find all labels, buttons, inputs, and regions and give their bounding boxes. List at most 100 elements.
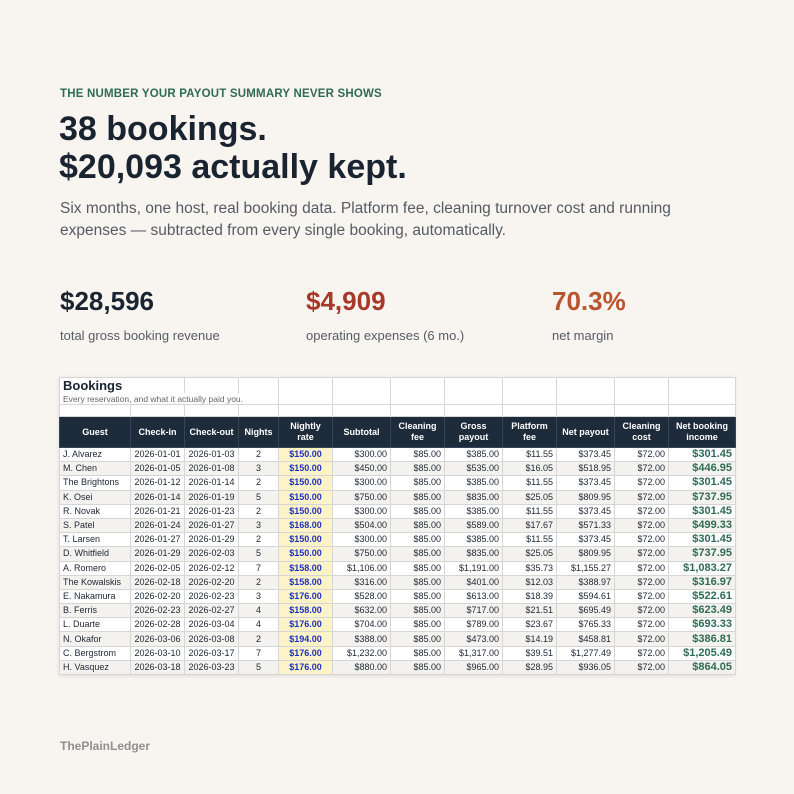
sheet-description[interactable]: Every reservation, and what it actually …: [58, 393, 280, 405]
cell-platform-fee[interactable]: $39.51: [502, 645, 558, 661]
cell-net-booking-income[interactable]: $499.33: [668, 517, 737, 534]
cell[interactable]: [444, 377, 504, 393]
cell[interactable]: [556, 377, 616, 393]
cell[interactable]: [502, 404, 558, 417]
cell[interactable]: [129, 404, 186, 417]
cell-check-out[interactable]: 2026-01-19: [184, 489, 240, 505]
cell-gross-payout[interactable]: $385.00: [444, 446, 504, 463]
cell-cleaning-cost[interactable]: $72.00: [614, 588, 670, 605]
cell-nights[interactable]: 4: [238, 617, 280, 633]
cell-guest[interactable]: H. Vasquez: [59, 659, 131, 676]
cell-guest[interactable]: S. Patel: [59, 517, 131, 534]
cell-cleaning-fee[interactable]: $85.00: [390, 645, 446, 661]
cell-net-payout[interactable]: $388.97: [556, 574, 616, 590]
column-header-nights[interactable]: Nights: [238, 416, 280, 448]
cell-platform-fee[interactable]: $18.39: [502, 588, 558, 605]
cell[interactable]: [184, 377, 240, 393]
cell-cleaning-fee[interactable]: $85.00: [390, 489, 446, 505]
cell-cleaning-fee[interactable]: $85.00: [390, 631, 446, 647]
cell-platform-fee[interactable]: $12.03: [502, 574, 558, 590]
cell-gross-payout[interactable]: $589.00: [444, 517, 504, 534]
cell-check-out[interactable]: 2026-03-17: [184, 645, 240, 661]
cell-guest[interactable]: J. Alvarez: [59, 446, 131, 463]
cell-check-out[interactable]: 2026-01-29: [184, 532, 240, 548]
cell-check-in[interactable]: 2026-01-21: [129, 503, 186, 519]
cell-check-out[interactable]: 2026-02-27: [184, 603, 240, 619]
cell-nightly-rate[interactable]: $168.00: [278, 517, 334, 534]
cell-cleaning-cost[interactable]: $72.00: [614, 645, 670, 661]
cell-nights[interactable]: 7: [238, 645, 280, 661]
cell-check-out[interactable]: 2026-02-23: [184, 588, 240, 605]
cell[interactable]: [332, 377, 392, 393]
cell-check-in[interactable]: 2026-01-05: [129, 461, 186, 477]
cell-cleaning-fee[interactable]: $85.00: [390, 461, 446, 477]
cell-cleaning-fee[interactable]: $85.00: [390, 603, 446, 619]
cell-net-booking-income[interactable]: $301.45: [668, 475, 737, 491]
cell-gross-payout[interactable]: $473.00: [444, 631, 504, 647]
cell-net-booking-income[interactable]: $864.05: [668, 659, 737, 676]
cell-subtotal[interactable]: $388.00: [332, 631, 392, 647]
cell-gross-payout[interactable]: $1,191.00: [444, 560, 504, 576]
cell-net-booking-income[interactable]: $623.49: [668, 603, 737, 619]
cell-net-booking-income[interactable]: $737.95: [668, 546, 737, 562]
cell-cleaning-cost[interactable]: $72.00: [614, 532, 670, 548]
cell-check-in[interactable]: 2026-03-10: [129, 645, 186, 661]
cell-net-payout[interactable]: $373.45: [556, 475, 616, 491]
cell[interactable]: [332, 393, 392, 405]
cell-cleaning-fee[interactable]: $85.00: [390, 446, 446, 463]
cell[interactable]: [390, 377, 446, 393]
column-header-subtotal[interactable]: Subtotal: [332, 416, 392, 448]
cell-guest[interactable]: A. Romero: [59, 560, 131, 576]
cell-gross-payout[interactable]: $385.00: [444, 532, 504, 548]
cell-cleaning-cost[interactable]: $72.00: [614, 461, 670, 477]
cell[interactable]: [668, 404, 737, 417]
cell-platform-fee[interactable]: $11.55: [502, 475, 558, 491]
cell-cleaning-fee[interactable]: $85.00: [390, 659, 446, 676]
cell-net-payout[interactable]: $373.45: [556, 532, 616, 548]
cell-subtotal[interactable]: $632.00: [332, 603, 392, 619]
cell-nightly-rate[interactable]: $158.00: [278, 603, 334, 619]
cell[interactable]: [502, 377, 558, 393]
cell-gross-payout[interactable]: $717.00: [444, 603, 504, 619]
cell-cleaning-cost[interactable]: $72.00: [614, 489, 670, 505]
cell-cleaning-fee[interactable]: $85.00: [390, 503, 446, 519]
cell-gross-payout[interactable]: $1,317.00: [444, 645, 504, 661]
cell-subtotal[interactable]: $300.00: [332, 475, 392, 491]
cell[interactable]: [184, 404, 240, 417]
cell-net-payout[interactable]: $809.95: [556, 546, 616, 562]
cell-check-out[interactable]: 2026-02-12: [184, 560, 240, 576]
cell[interactable]: [444, 393, 504, 405]
cell-nights[interactable]: 2: [238, 475, 280, 491]
cell-check-in[interactable]: 2026-02-05: [129, 560, 186, 576]
cell-subtotal[interactable]: $750.00: [332, 489, 392, 505]
column-header-cleaning-cost[interactable]: Cleaning cost: [614, 416, 670, 448]
cell-cleaning-fee[interactable]: $85.00: [390, 517, 446, 534]
cell-nightly-rate[interactable]: $176.00: [278, 588, 334, 605]
cell-check-out[interactable]: 2026-03-04: [184, 617, 240, 633]
cell-check-in[interactable]: 2026-02-20: [129, 588, 186, 605]
cell[interactable]: [556, 404, 616, 417]
cell-subtotal[interactable]: $704.00: [332, 617, 392, 633]
cell[interactable]: [390, 393, 446, 405]
cell-net-payout[interactable]: $594.61: [556, 588, 616, 605]
cell-cleaning-cost[interactable]: $72.00: [614, 617, 670, 633]
cell-platform-fee[interactable]: $11.55: [502, 446, 558, 463]
cell-check-out[interactable]: 2026-02-03: [184, 546, 240, 562]
cell-subtotal[interactable]: $300.00: [332, 503, 392, 519]
cell-gross-payout[interactable]: $965.00: [444, 659, 504, 676]
cell-nights[interactable]: 5: [238, 489, 280, 505]
cell-subtotal[interactable]: $316.00: [332, 574, 392, 590]
cell[interactable]: [278, 393, 334, 405]
cell-net-payout[interactable]: $518.95: [556, 461, 616, 477]
cell-nightly-rate[interactable]: $150.00: [278, 503, 334, 519]
column-header-nightly-rate[interactable]: Nightly rate: [278, 416, 334, 448]
cell-guest[interactable]: T. Larsen: [59, 532, 131, 548]
cell[interactable]: [278, 377, 334, 393]
cell-nightly-rate[interactable]: $150.00: [278, 489, 334, 505]
cell-check-in[interactable]: 2026-01-12: [129, 475, 186, 491]
cell-platform-fee[interactable]: $11.55: [502, 503, 558, 519]
cell-nightly-rate[interactable]: $150.00: [278, 475, 334, 491]
column-header-net-booking-income[interactable]: Net booking income: [668, 416, 737, 448]
cell[interactable]: [238, 377, 280, 393]
cell-subtotal[interactable]: $1,106.00: [332, 560, 392, 576]
